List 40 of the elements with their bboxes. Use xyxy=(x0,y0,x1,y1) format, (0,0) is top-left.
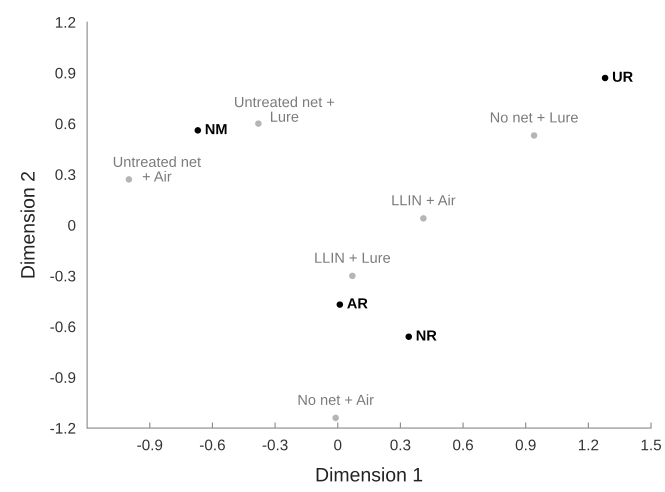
point xyxy=(420,215,427,222)
point xyxy=(332,414,339,422)
y-tick-label: 1.2 xyxy=(56,17,76,28)
point xyxy=(406,333,412,340)
y-tick-label: -0.9 xyxy=(50,372,76,383)
point xyxy=(126,176,132,183)
point xyxy=(255,120,262,127)
y-tick-label: 0 xyxy=(68,220,76,231)
annotation: No net + Lure xyxy=(490,112,578,123)
y-tick-label: 0.3 xyxy=(55,169,76,180)
y-tick-label: -0.6 xyxy=(50,321,76,332)
point xyxy=(336,301,344,308)
point xyxy=(530,132,538,139)
x-tick-label: -0.9 xyxy=(137,440,162,450)
x-tick-label: 0.3 xyxy=(390,440,410,450)
y-tick-label: 0.9 xyxy=(55,68,76,79)
x-axis-title: Dimension 1 xyxy=(316,467,422,482)
point xyxy=(602,74,608,82)
annotation: LLIN + Air xyxy=(392,194,456,206)
y-tick-label: 0.6 xyxy=(55,118,76,130)
annotation: NM xyxy=(206,124,227,134)
x-tick-label: 0 xyxy=(334,440,342,450)
annotation: NR xyxy=(416,330,437,340)
y-tick-label: -0.3 xyxy=(50,270,76,282)
y-axis-title: Dimension 2 xyxy=(20,172,35,278)
annotation: Untreated net + Air xyxy=(114,156,201,182)
annotation: LLIN + Lure xyxy=(315,252,390,263)
annotation: No net + Air xyxy=(298,394,374,406)
annotation: Untreated net + Lure xyxy=(235,96,334,122)
x-tick-label: 1.5 xyxy=(642,440,662,450)
x-tick-label: 1.2 xyxy=(578,440,598,450)
point xyxy=(349,272,356,280)
x-tick-label: 0.6 xyxy=(453,440,474,450)
annotation: AR xyxy=(347,298,368,308)
x-tick-label: 0.9 xyxy=(516,440,536,450)
point xyxy=(194,127,202,134)
x-tick-label: -0.6 xyxy=(200,440,225,450)
y-tick-label: -1.2 xyxy=(50,422,76,434)
x-tick-label: -0.3 xyxy=(262,440,288,450)
annotation: UR xyxy=(612,72,633,82)
